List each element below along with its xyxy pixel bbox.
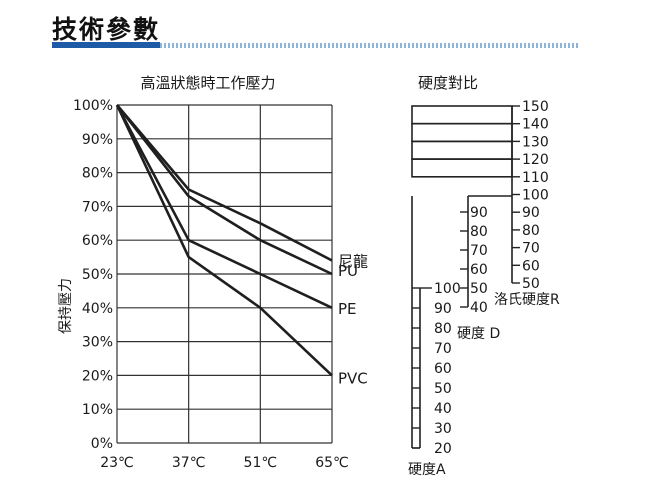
hardness-chart: 硬度對比 5060708090100110120130140150洛氏硬度R40… — [408, 74, 560, 478]
y-tick-label: 90% — [82, 132, 113, 148]
x-tick-label: 65℃ — [315, 455, 349, 471]
series-label: PVC — [338, 369, 368, 387]
x-tick-label: 51℃ — [244, 455, 278, 471]
y-tick-label: 0% — [91, 436, 113, 452]
hardness-box — [411, 105, 513, 125]
hardness-d-tick-label: 70 — [470, 243, 488, 259]
rockwell-tick-label: 70 — [522, 241, 540, 257]
y-tick-label: 30% — [82, 335, 113, 351]
series-line — [115, 104, 333, 377]
hardness-chart-title: 硬度對比 — [418, 74, 478, 92]
hardness-d-tick-label: 60 — [470, 262, 488, 278]
x-tick-label: 23℃ — [100, 455, 134, 471]
series-line — [115, 104, 333, 276]
y-tick-label: 70% — [82, 199, 113, 215]
hardness-a-tick-label: 80 — [434, 321, 452, 337]
y-tick-label: 20% — [82, 368, 113, 384]
heading-accent-bar — [52, 42, 160, 48]
pressure-chart-y-ticks: 0% 10% 20% 30% 40% 50% 60% 70% 80% 90% 100% — [73, 98, 113, 452]
pressure-chart-grid — [116, 104, 333, 444]
y-tick-label: 50% — [82, 267, 113, 283]
y-tick-label: 10% — [82, 402, 113, 418]
series-label: PE — [338, 300, 357, 318]
heading-dotted-rule — [160, 43, 580, 48]
pressure-chart-title: 高溫狀態時工作壓力 — [140, 74, 275, 92]
y-tick-label: 60% — [82, 233, 113, 249]
y-tick-label: 40% — [82, 301, 113, 317]
series-label: PU — [338, 262, 358, 280]
pressure-chart-series — [115, 104, 333, 377]
hardness-d-tick-label: 90 — [470, 205, 488, 221]
hardness-d-tick-label: 40 — [470, 300, 488, 316]
rockwell-tick-label: 130 — [522, 134, 549, 150]
hardness-d-scale-name: 硬度 D — [457, 326, 500, 342]
hardness-a-scale-name: 硬度A — [408, 462, 446, 478]
y-tick-label: 100% — [73, 98, 113, 114]
pressure-chart-x-ticks: 23℃ 37℃ 51℃ 65℃ — [100, 455, 349, 471]
hardness-a-tick-label: 20 — [434, 441, 452, 457]
rockwell-tick-label: 120 — [522, 152, 549, 168]
rockwell-tick-label: 100 — [522, 188, 549, 204]
rockwell-tick-label: 110 — [522, 170, 549, 186]
hardness-a-tick-label: 40 — [434, 401, 452, 417]
hardness-a-tick-label: 50 — [434, 381, 452, 397]
hardness-d-tick-label: 80 — [470, 224, 488, 240]
hardness-chart-boxes — [411, 105, 513, 178]
hardness-box — [411, 122, 513, 143]
rockwell-tick-label: 50 — [522, 276, 540, 292]
y-tick-label: 80% — [82, 166, 113, 182]
series-line — [115, 104, 333, 309]
hardness-a-tick-label: 70 — [434, 341, 452, 357]
page-heading: 技術參數 — [52, 15, 161, 44]
hardness-chart-scales: 5060708090100110120130140150洛氏硬度R4050607… — [408, 99, 560, 478]
rockwell-tick-label: 140 — [522, 117, 549, 133]
rockwell-scale-name: 洛氏硬度R — [494, 292, 560, 308]
hardness-a-tick-label: 30 — [434, 421, 452, 437]
x-tick-label: 37℃ — [172, 455, 206, 471]
series-line — [116, 104, 333, 262]
rockwell-tick-label: 90 — [522, 205, 540, 221]
rockwell-tick-label: 150 — [522, 99, 549, 115]
rockwell-tick-label: 60 — [522, 258, 540, 274]
hardness-a-tick-label: 100 — [434, 281, 461, 297]
series-label: 尼龍 — [338, 252, 368, 270]
pressure-chart-y-label: 保持壓力 — [58, 278, 74, 334]
pressure-chart: 高溫狀態時工作壓力 0% 10% 20% 30% 40% 50% 60% 70% 80% 90% 1… — [58, 74, 368, 471]
hardness-a-tick-label: 60 — [434, 361, 452, 377]
rockwell-tick-label: 80 — [522, 223, 540, 239]
hardness-box — [411, 140, 513, 160]
hardness-d-tick-label: 50 — [470, 281, 488, 297]
hardness-a-tick-label: 90 — [434, 301, 452, 317]
hardness-box — [411, 158, 513, 178]
